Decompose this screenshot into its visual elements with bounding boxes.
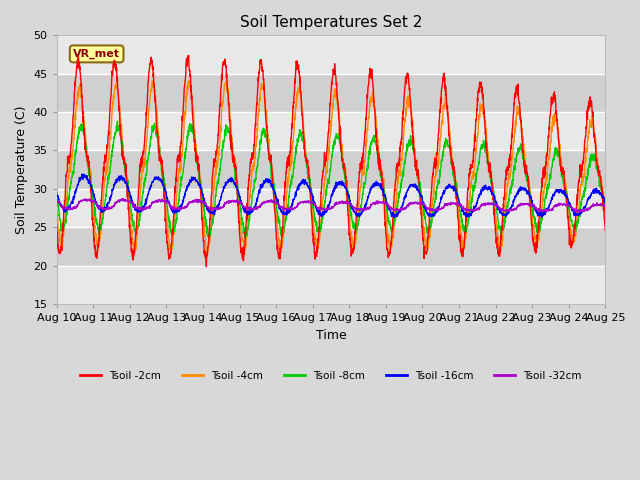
Y-axis label: Soil Temperature (C): Soil Temperature (C) bbox=[15, 106, 28, 234]
Bar bbox=[57, 74, 605, 112]
Text: VR_met: VR_met bbox=[73, 49, 120, 59]
Bar bbox=[57, 189, 605, 227]
Title: Soil Temperatures Set 2: Soil Temperatures Set 2 bbox=[240, 15, 422, 30]
Bar bbox=[57, 227, 605, 265]
Bar bbox=[57, 265, 605, 304]
X-axis label: Time: Time bbox=[316, 328, 346, 341]
Bar bbox=[57, 150, 605, 189]
Bar bbox=[57, 112, 605, 150]
Bar bbox=[57, 36, 605, 74]
Legend: Tsoil -2cm, Tsoil -4cm, Tsoil -8cm, Tsoil -16cm, Tsoil -32cm: Tsoil -2cm, Tsoil -4cm, Tsoil -8cm, Tsoi… bbox=[76, 366, 586, 384]
